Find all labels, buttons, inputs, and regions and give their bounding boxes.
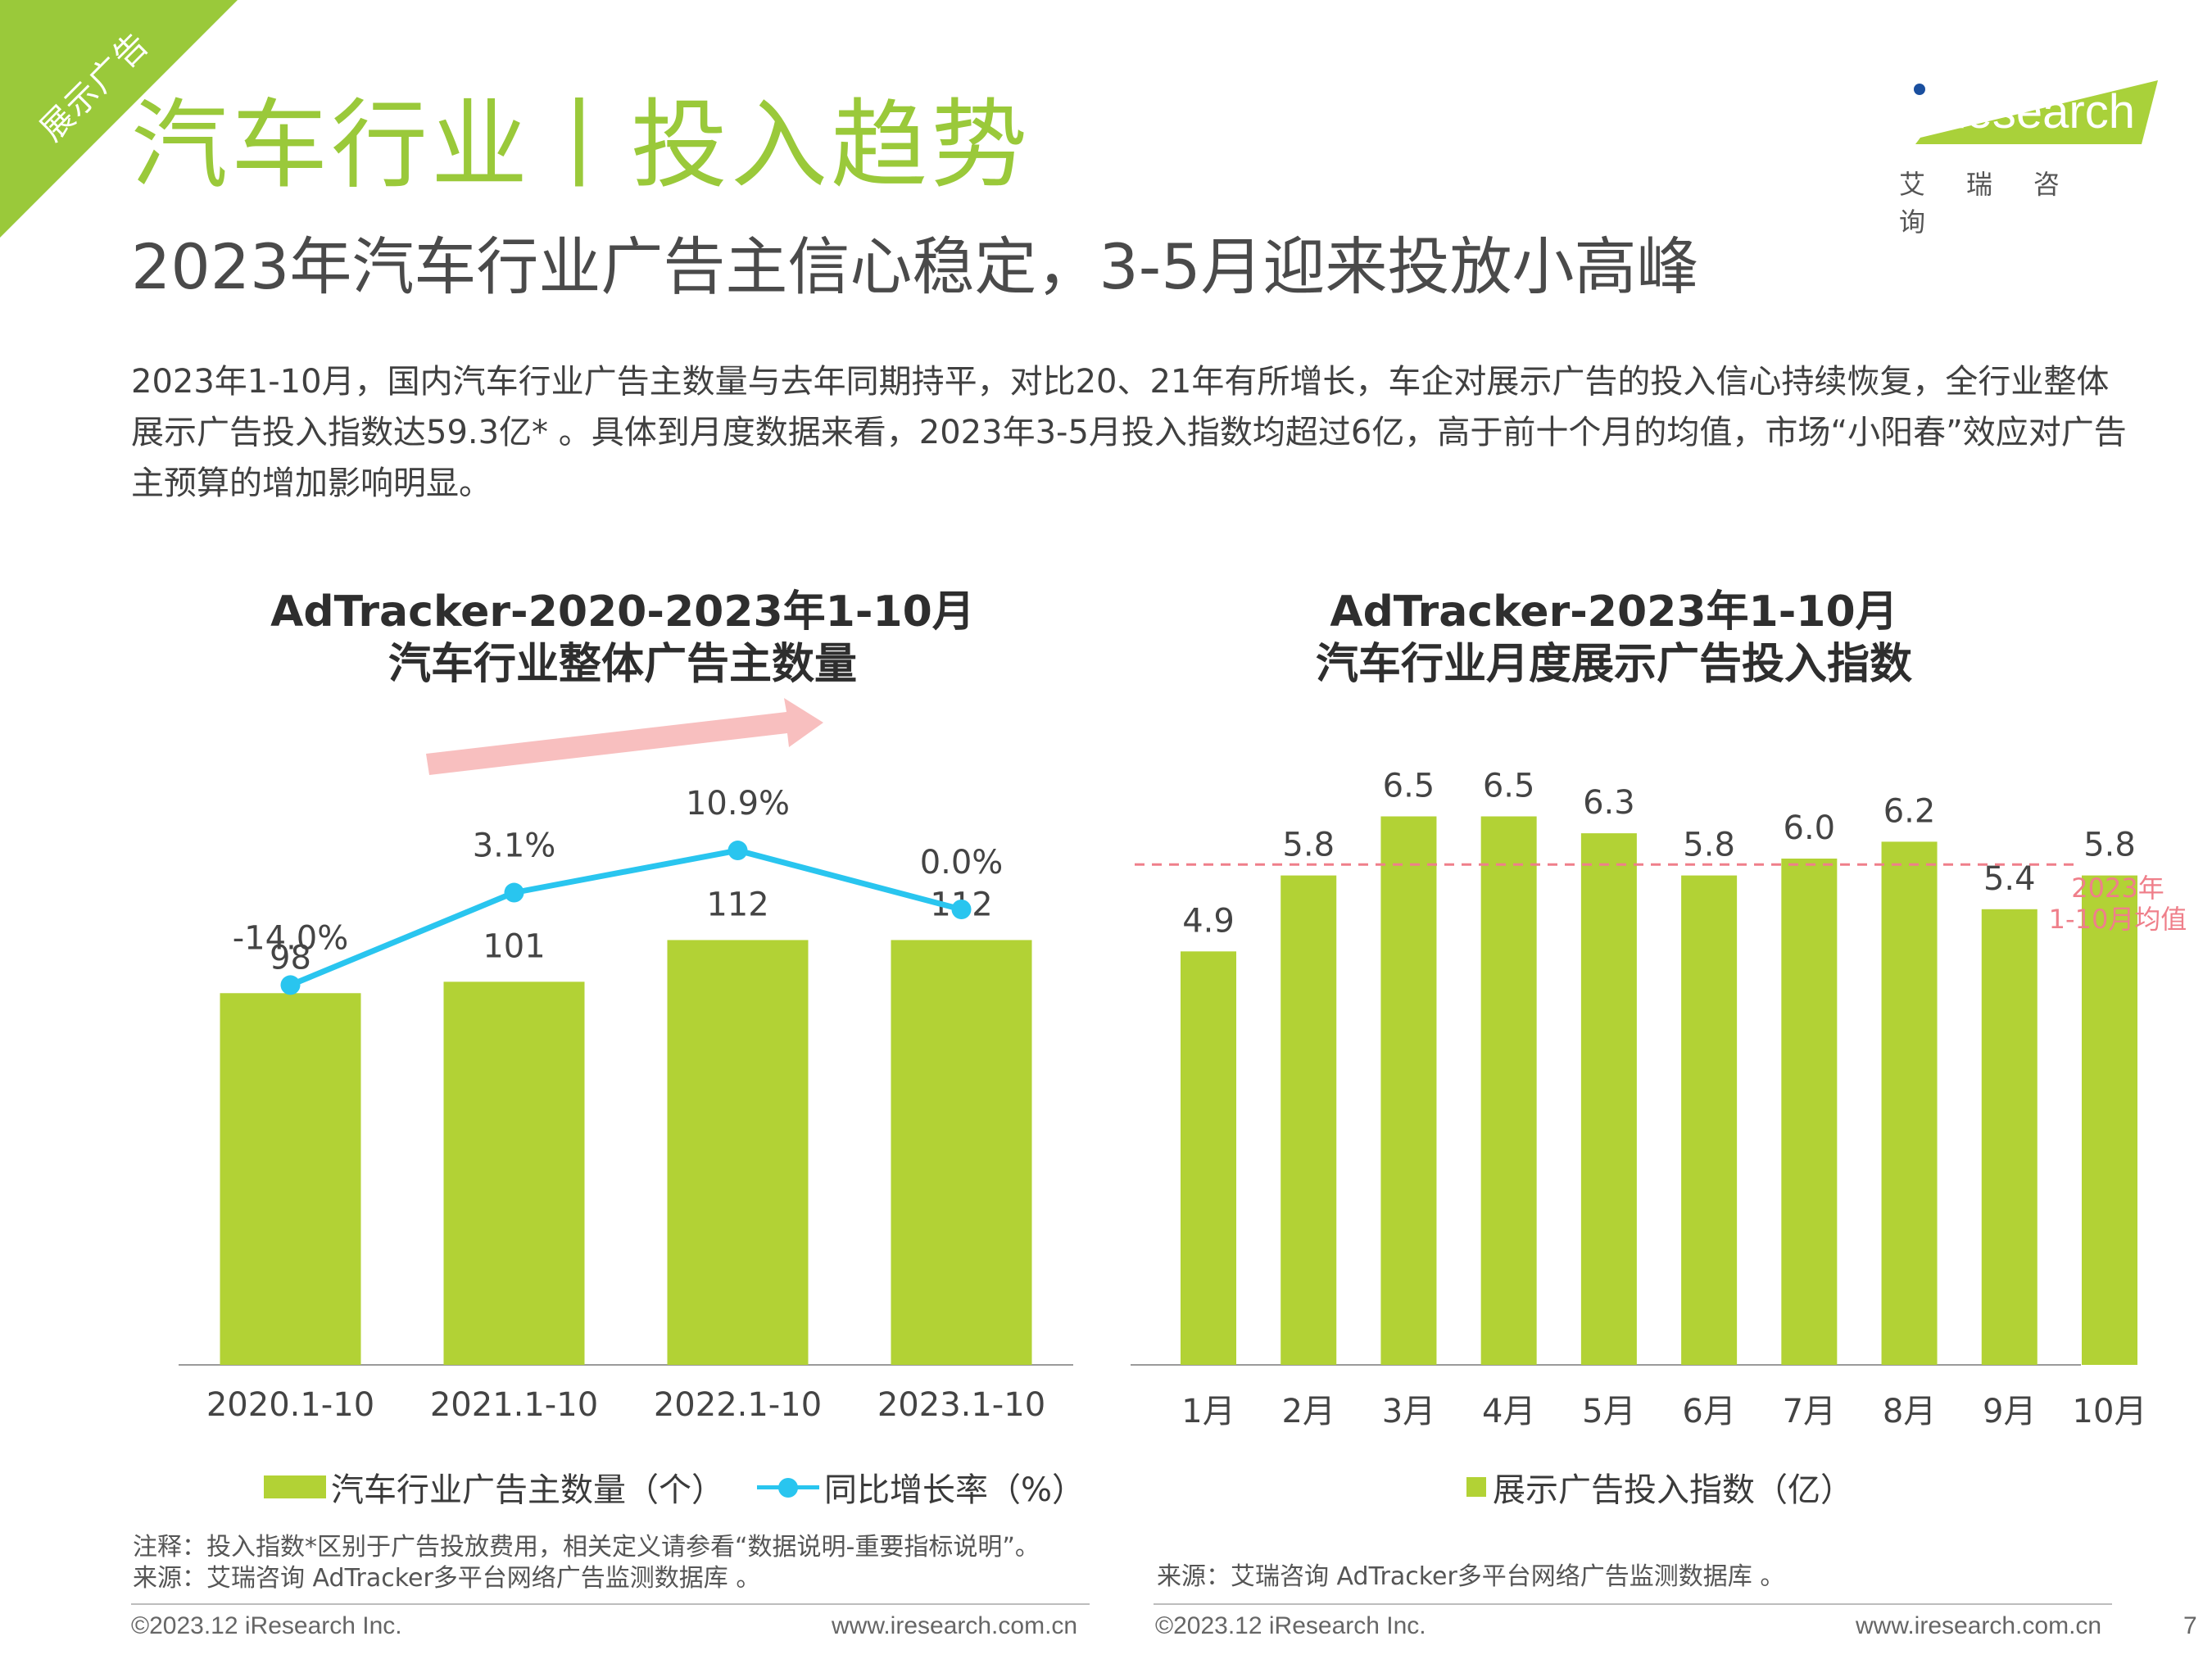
footer-rule-right: [1154, 1603, 2112, 1605]
footer-copyright-right: ©2023.12 iResearch Inc.: [1155, 1612, 1426, 1639]
x-tick-label: 5月: [1582, 1393, 1635, 1430]
right-chart-title: AdTracker-2023年1-10月 汽车行业月度展示广告投入指数: [1172, 586, 2056, 691]
source-text-right: 来源：艾瑞咨询 AdTracker多平台网络广告监测数据库 。: [1157, 1562, 1785, 1591]
logo-text: iResearch: [1920, 85, 2135, 138]
x-tick-label: 6月: [1682, 1393, 1735, 1430]
left-chart-title-line1: AdTracker-2020-2023年1-10月: [270, 587, 975, 637]
bar-value-label: 6.5: [1483, 768, 1535, 805]
footer-url-left: www.iresearch.com.cn: [832, 1612, 1078, 1639]
bar-monthly-index: [1781, 859, 1838, 1365]
average-label-line2: 1-10月均值: [2049, 904, 2187, 935]
x-tick-label: 3月: [1382, 1393, 1435, 1430]
legend-index-label: 展示广告投入指数（亿）: [1493, 1471, 1853, 1509]
left-chart-title: AdTracker-2020-2023年1-10月 汽车行业整体广告主数量: [197, 586, 1049, 691]
legend-bar-swatch: [264, 1475, 326, 1498]
right-chart-title-line2: 汽车行业月度展示广告投入指数: [1315, 640, 1912, 689]
x-tick-label: 2022.1-10: [654, 1386, 822, 1424]
bar-value-label: 6.0: [1784, 809, 1836, 847]
yoy-growth-point: [504, 882, 524, 903]
note-text: 注释：投入指数*区别于广告投放费用，相关定义请参看“数据说明-重要指标说明”。: [133, 1533, 1040, 1562]
trend-arrow: [426, 698, 823, 775]
bar-monthly-index: [1281, 875, 1337, 1365]
yoy-growth-point: [280, 975, 301, 995]
iresearch-logo: iResearch 艾瑞咨询: [1899, 66, 2161, 238]
page-title: 汽车行业丨投入趋势: [131, 88, 1031, 202]
x-tick-label: 2023.1-10: [877, 1386, 1045, 1424]
bar-monthly-index: [1981, 909, 2037, 1365]
right-note: 来源：艾瑞咨询 AdTracker多平台网络广告监测数据库 。: [1157, 1562, 1784, 1593]
yoy-growth-label: 3.1%: [473, 827, 556, 865]
legend-bar-label: 汽车行业广告主数量（个）: [331, 1471, 724, 1509]
yoy-growth-label: 0.0%: [920, 844, 1004, 882]
bar-advertiser-count: [220, 993, 361, 1365]
bar-value-label: 112: [706, 886, 768, 923]
x-tick-label: 7月: [1783, 1393, 1836, 1430]
page-number: 7: [2183, 1612, 2197, 1639]
footer-rule-left: [131, 1603, 1090, 1605]
bar-monthly-index: [1881, 841, 1938, 1365]
right-chart-legend: 展示广告投入指数（亿）: [1466, 1463, 1853, 1511]
bar-value-label: 5.8: [2083, 827, 2136, 864]
bar-value-label: 98: [270, 939, 311, 977]
bar-value-label: 5.8: [1282, 827, 1335, 864]
yoy-growth-point: [951, 900, 972, 919]
left-chart-title-line2: 汽车行业整体广告主数量: [388, 640, 857, 689]
x-tick-label: 8月: [1883, 1393, 1936, 1430]
x-tick-label: 2021.1-10: [430, 1386, 598, 1424]
bar-monthly-index: [1580, 833, 1637, 1365]
yoy-growth-label: 10.9%: [686, 785, 790, 823]
bar-value-label: 5.8: [1683, 827, 1735, 864]
source-text-left: 来源：艾瑞咨询 AdTracker多平台网络广告监测数据库 。: [133, 1564, 761, 1593]
page-subtitle: 2023年汽车行业广告主信心稳定，3-5月迎来投放小高峰: [131, 230, 1699, 303]
left-chart-legend: 汽车行业广告主数量（个） 同比增长率（%）: [264, 1463, 1085, 1511]
bar-value-label: 101: [483, 927, 545, 965]
bar-monthly-index: [1181, 951, 1236, 1365]
x-tick-label: 2020.1-10: [206, 1386, 374, 1424]
x-tick-label: 9月: [1983, 1393, 2036, 1430]
bar-monthly-index: [2082, 875, 2137, 1365]
bar-value-label: 6.3: [1583, 784, 1635, 822]
yoy-growth-point: [728, 841, 748, 861]
legend-square-swatch: [1466, 1477, 1486, 1497]
x-tick-label: 1月: [1181, 1393, 1235, 1430]
x-tick-label: 4月: [1482, 1393, 1535, 1430]
bar-value-label: 4.9: [1182, 902, 1235, 940]
left-note: 注释：投入指数*区别于广告投放费用，相关定义请参看“数据说明-重要指标说明”。 …: [133, 1532, 1040, 1594]
right-chart-title-line1: AdTracker-2023年1-10月: [1330, 587, 1898, 637]
footer-url-right: www.iresearch.com.cn: [1856, 1612, 2102, 1639]
intro-paragraph: 2023年1-10月，国内汽车行业广告主数量与去年同期持平，对比20、21年有所…: [131, 363, 2127, 502]
yoy-growth-label: -14.0%: [233, 919, 349, 957]
corner-ribbon: [0, 0, 238, 238]
bar-advertiser-count: [891, 940, 1032, 1365]
yoy-growth-line: [289, 847, 963, 988]
bar-advertiser-count: [443, 981, 585, 1365]
footer-copyright-left: ©2023.12 iResearch Inc.: [131, 1612, 402, 1639]
bar-value-label: 6.5: [1383, 768, 1435, 805]
x-tick-label: 2月: [1281, 1393, 1335, 1430]
bar-value-label: 6.2: [1883, 792, 1936, 830]
x-tick-label: 10月: [2073, 1393, 2147, 1430]
bar-monthly-index: [1480, 816, 1537, 1365]
legend-line-label: 同比增长率（%）: [824, 1471, 1086, 1509]
legend-line-swatch: [757, 1475, 819, 1498]
bar-value-label: 5.4: [1983, 860, 2036, 898]
logo-subtitle: 艾瑞咨询: [1899, 169, 2101, 238]
bar-monthly-index: [1681, 875, 1738, 1365]
logo-dot: [1914, 84, 1925, 95]
bar-advertiser-count: [667, 940, 809, 1365]
logo-banner: [1915, 80, 2158, 144]
average-label-line1: 2023年: [2071, 873, 2164, 904]
bar-monthly-index: [1380, 816, 1437, 1365]
